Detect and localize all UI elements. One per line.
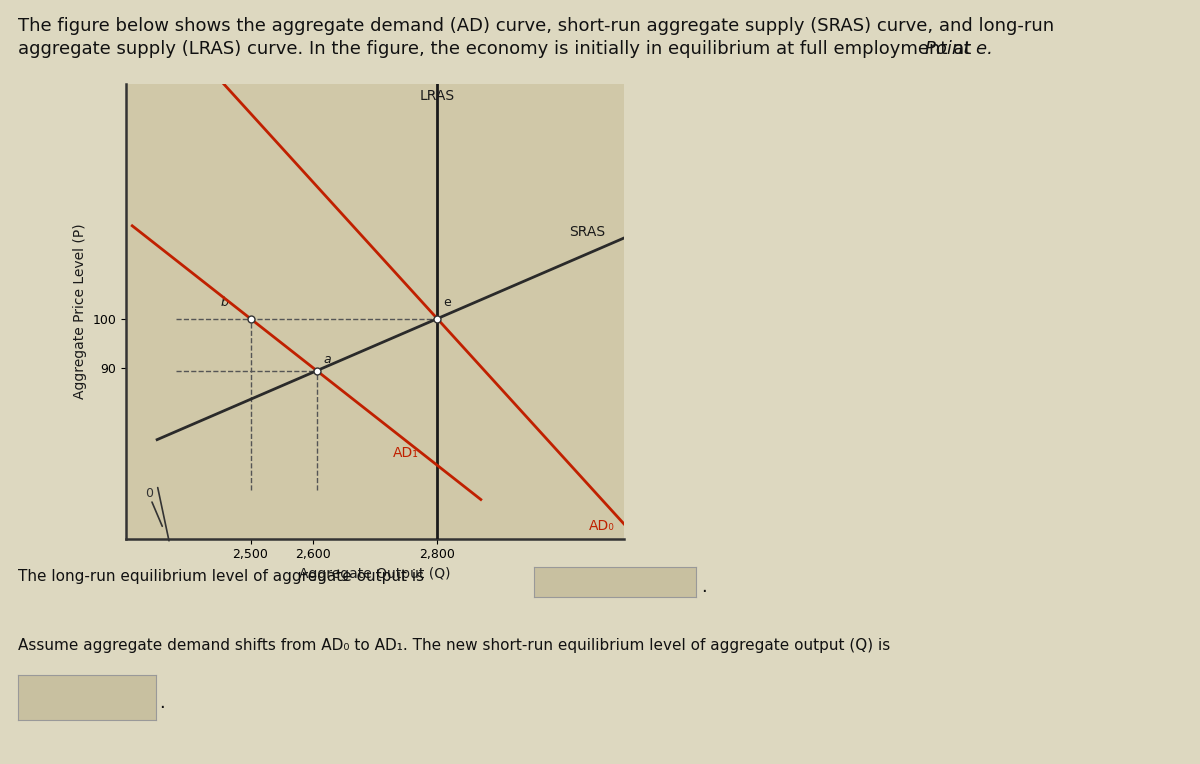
Text: SRAS: SRAS <box>569 225 605 238</box>
Text: The long-run equilibrium level of aggregate output is: The long-run equilibrium level of aggreg… <box>18 569 424 584</box>
Text: The figure below shows the aggregate demand (AD) curve, short-run aggregate supp: The figure below shows the aggregate dem… <box>18 17 1054 35</box>
Text: Assume aggregate demand shifts from AD₀ to AD₁. The new short-run equilibrium le: Assume aggregate demand shifts from AD₀ … <box>18 638 890 653</box>
Text: aggregate supply (LRAS) curve. In the figure, the economy is initially in equili: aggregate supply (LRAS) curve. In the fi… <box>18 40 977 58</box>
Text: AD₁: AD₁ <box>394 445 419 460</box>
Text: .: . <box>701 578 707 596</box>
Text: a: a <box>323 353 331 366</box>
Text: AD₀: AD₀ <box>589 519 614 533</box>
Text: .: . <box>160 694 166 712</box>
Text: b: b <box>221 296 229 309</box>
Text: e: e <box>444 296 451 309</box>
Text: Point e.: Point e. <box>925 40 994 58</box>
Y-axis label: Aggregate Price Level (P): Aggregate Price Level (P) <box>73 224 86 399</box>
X-axis label: Aggregate Output (Q): Aggregate Output (Q) <box>299 567 451 581</box>
Text: 0: 0 <box>145 487 152 500</box>
Text: LRAS: LRAS <box>420 89 455 103</box>
